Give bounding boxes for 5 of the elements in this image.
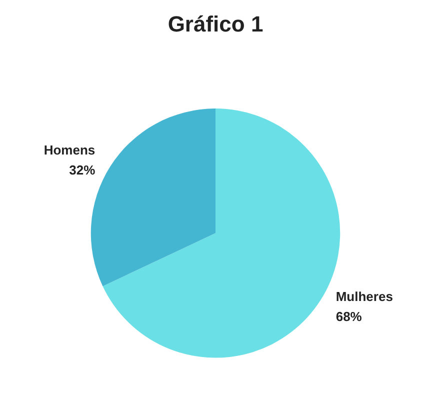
slice-label: Homens	[44, 142, 96, 158]
slice-label: Mulheres	[336, 288, 393, 304]
data-label: 32%	[69, 162, 96, 178]
chart-title: Gráfico 1	[168, 12, 264, 36]
data-label: 68%	[336, 308, 362, 324]
